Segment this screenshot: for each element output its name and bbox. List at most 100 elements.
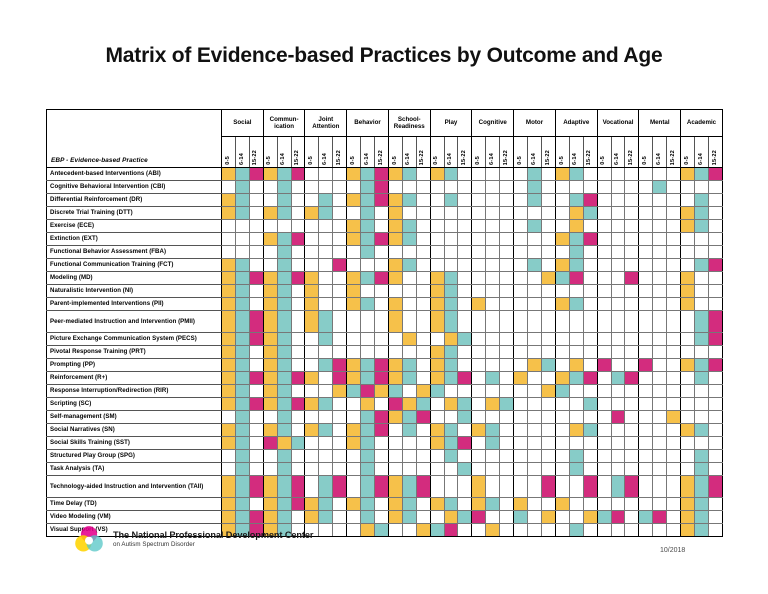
matrix-cell-empty xyxy=(707,497,723,511)
matrix-cell-marked xyxy=(346,193,362,207)
matrix-cell-marked xyxy=(276,332,292,346)
matrix-cell-empty xyxy=(346,180,362,194)
matrix-cell-marked xyxy=(582,397,598,411)
matrix-cell-marked xyxy=(221,284,236,298)
matrix-cell-empty xyxy=(415,180,431,194)
matrix-cell-marked xyxy=(276,358,292,372)
matrix-cell-empty xyxy=(443,180,459,194)
table-row: Cognitive Behavioral Intervention (CBI) xyxy=(46,180,723,194)
matrix-cell-marked xyxy=(276,475,292,498)
matrix-cell-empty xyxy=(304,345,320,359)
age-band-header: 15-22 xyxy=(707,136,723,168)
matrix-cell-empty xyxy=(666,271,682,285)
matrix-cell-empty xyxy=(304,258,320,272)
matrix-cell-marked xyxy=(346,436,362,450)
matrix-cell-empty xyxy=(485,510,501,524)
matrix-cell-empty xyxy=(527,345,542,359)
matrix-cell-marked xyxy=(374,358,389,372)
matrix-cell-marked xyxy=(680,523,696,537)
matrix-cell-marked xyxy=(276,297,292,311)
matrix-cell-marked xyxy=(248,310,264,333)
matrix-cell-empty xyxy=(610,397,626,411)
matrix-cell-empty xyxy=(457,297,473,311)
matrix-cell-empty xyxy=(429,258,445,272)
matrix-cell-marked xyxy=(234,258,250,272)
matrix-cell-empty xyxy=(554,180,570,194)
matrix-cell-empty xyxy=(332,297,348,311)
matrix-cell-empty xyxy=(638,449,654,463)
practice-name-cell: Reinforcement (R+) xyxy=(46,371,222,385)
age-band-header: 15-22 xyxy=(290,136,306,168)
matrix-cell-marked xyxy=(443,497,459,511)
matrix-cell-empty xyxy=(415,271,431,285)
matrix-cell-marked xyxy=(221,384,236,398)
matrix-cell-empty xyxy=(248,358,264,372)
matrix-cell-empty xyxy=(415,206,431,220)
matrix-cell-empty xyxy=(346,523,362,537)
matrix-cell-marked xyxy=(346,284,362,298)
age-band-label: 15-22 xyxy=(294,149,301,165)
matrix-cell-empty xyxy=(596,258,612,272)
matrix-cell-empty xyxy=(415,167,431,181)
matrix-cell-empty xyxy=(429,206,445,220)
matrix-cell-empty xyxy=(624,410,640,424)
matrix-cell-empty xyxy=(540,219,556,233)
matrix-cell-empty xyxy=(680,410,696,424)
matrix-cell-empty xyxy=(707,371,723,385)
matrix-cell-empty xyxy=(680,258,696,272)
matrix-header: EBP - Evidence-based Practice Social Comm… xyxy=(46,109,723,168)
matrix-cell-marked xyxy=(221,475,236,498)
age-band-label: 0-5 xyxy=(516,156,523,165)
matrix-cell-empty xyxy=(624,206,640,220)
matrix-cell-empty xyxy=(652,271,668,285)
matrix-cell-marked xyxy=(262,497,278,511)
matrix-cell-empty xyxy=(262,193,278,207)
matrix-cell-marked xyxy=(624,371,640,385)
matrix-cell-empty xyxy=(638,193,654,207)
matrix-cell-empty xyxy=(513,206,529,220)
matrix-cell-marked xyxy=(707,310,723,333)
matrix-cell-empty xyxy=(401,245,417,259)
matrix-cell-marked xyxy=(318,193,334,207)
table-row: Structured Play Group (SPG) xyxy=(46,449,723,463)
matrix-cell-empty xyxy=(401,297,417,311)
matrix-cell-empty xyxy=(624,310,640,333)
matrix-cell-empty xyxy=(652,258,668,272)
matrix-cell-empty xyxy=(582,332,598,346)
matrix-cell-marked xyxy=(457,436,473,450)
matrix-cell-empty xyxy=(513,284,529,298)
matrix-cell-empty xyxy=(401,180,417,194)
matrix-cell-empty xyxy=(401,384,417,398)
matrix-cell-empty xyxy=(318,167,334,181)
matrix-cell-empty xyxy=(666,371,682,385)
matrix-cell-empty xyxy=(499,310,515,333)
matrix-cell-marked xyxy=(499,397,515,411)
age-band-label: 6-14 xyxy=(530,153,537,165)
matrix-cell-marked xyxy=(443,284,459,298)
matrix-cell-marked xyxy=(276,423,292,437)
matrix-cell-empty xyxy=(596,449,612,463)
matrix-cell-empty xyxy=(513,475,529,498)
matrix-cell-marked xyxy=(276,167,292,181)
matrix-cell-empty xyxy=(666,436,682,450)
matrix-cell-marked xyxy=(387,297,403,311)
matrix-cell-marked xyxy=(262,371,278,385)
table-row: Peer-mediated Instruction and Interventi… xyxy=(46,310,723,333)
matrix-cell-empty xyxy=(346,410,362,424)
matrix-cell-empty xyxy=(415,449,431,463)
matrix-cell-marked xyxy=(610,410,626,424)
matrix-cell-marked xyxy=(221,258,236,272)
matrix-cell-marked xyxy=(262,510,278,524)
matrix-cell-empty xyxy=(582,180,598,194)
matrix-cell-marked xyxy=(443,423,459,437)
matrix-cell-empty xyxy=(262,219,278,233)
matrix-cell-empty xyxy=(707,245,723,259)
matrix-cell-marked xyxy=(304,397,320,411)
table-row: Video Modeling (VM) xyxy=(46,510,723,524)
matrix-cell-marked xyxy=(680,510,696,524)
matrix-cell-empty xyxy=(554,449,570,463)
matrix-cell-empty xyxy=(457,206,473,220)
age-band-label: 0-5 xyxy=(391,156,398,165)
matrix-cell-empty xyxy=(485,310,501,333)
matrix-cell-empty xyxy=(374,310,389,333)
